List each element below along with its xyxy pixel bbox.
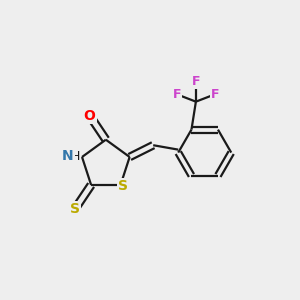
Text: S: S — [118, 179, 128, 194]
Text: N: N — [62, 149, 74, 164]
Text: F: F — [211, 88, 219, 101]
Text: F: F — [172, 88, 181, 101]
Text: F: F — [192, 74, 200, 88]
Text: H: H — [71, 150, 80, 163]
Text: O: O — [84, 109, 96, 122]
Text: S: S — [70, 202, 80, 216]
